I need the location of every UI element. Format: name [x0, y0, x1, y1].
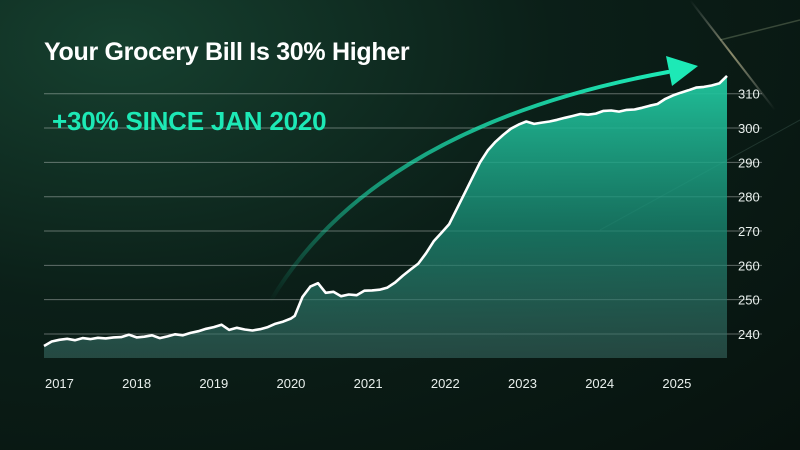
arrow-head-icon	[666, 56, 698, 86]
growth-arrow	[268, 70, 670, 304]
x-tick-label: 2018	[122, 376, 151, 391]
y-tick-label: 260	[738, 258, 760, 273]
x-tick-label: 2020	[276, 376, 305, 391]
x-tick-label: 2019	[199, 376, 228, 391]
chart-title: Your Grocery Bill Is 30% Higher	[44, 38, 410, 66]
x-tick-label: 2025	[662, 376, 691, 391]
x-tick-label: 2021	[354, 376, 383, 391]
x-tick-label: 2023	[508, 376, 537, 391]
x-tick-label: 2022	[431, 376, 460, 391]
y-axis: 240 250 260 270 280 290 300 310	[738, 87, 760, 342]
y-tick-label: 300	[738, 121, 760, 136]
y-tick-label: 280	[738, 190, 760, 205]
gridlines	[44, 93, 762, 335]
y-tick-label: 310	[738, 87, 760, 102]
x-axis: 2017 2018 2019 2020 2021 2022 2023 2024 2025	[45, 376, 691, 391]
decorative-light-streak	[719, 19, 800, 41]
growth-annotation: +30% SINCE JAN 2020	[52, 106, 327, 136]
y-tick-label: 270	[738, 224, 760, 239]
series-line	[43, 74, 728, 348]
y-tick-label: 290	[738, 155, 760, 170]
x-tick-label: 2017	[45, 376, 74, 391]
y-tick-label: 240	[738, 327, 760, 342]
x-tick-label: 2024	[585, 376, 614, 391]
area-fill	[44, 75, 727, 359]
y-tick-label: 250	[738, 293, 760, 308]
decorative-light-streak	[689, 0, 776, 111]
